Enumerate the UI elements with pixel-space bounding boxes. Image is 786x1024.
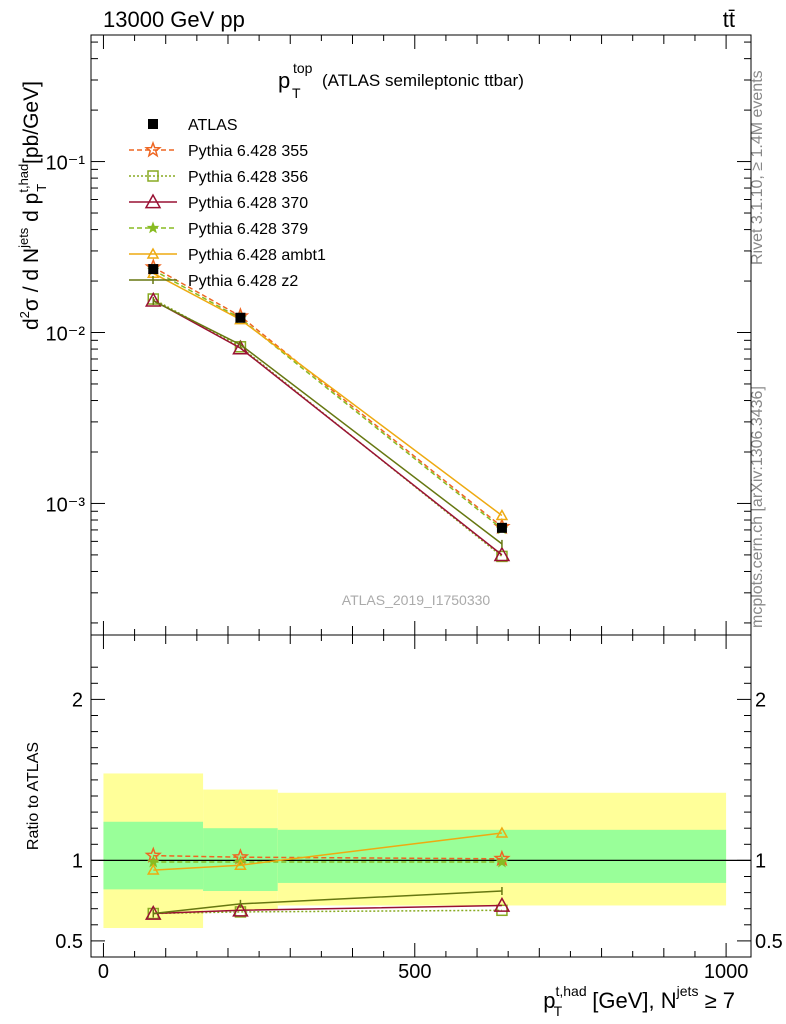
- legend-label: Pythia 6.428 356: [188, 169, 308, 186]
- legend-label: Pythia 6.428 370: [188, 195, 308, 212]
- plot-title-main: p: [278, 68, 290, 93]
- legend: ATLAS Pythia 6.428 355 Pythia 6.428 356 Pyt…: [129, 117, 326, 290]
- legend-label: Pythia 6.428 379: [188, 221, 308, 238]
- atlas-point: [496, 522, 507, 533]
- header-right: tt̄: [723, 7, 735, 32]
- main-ticks: 10⁻¹ 10⁻² 10⁻³: [46, 35, 751, 957]
- ratio-ytick-label-right: 2: [755, 689, 766, 711]
- x-ticklabel: 500: [398, 961, 431, 983]
- legend-label: ATLAS: [188, 117, 238, 134]
- mcplots-label: mcplots.cern.ch [arXiv:1306.3436]: [749, 386, 766, 628]
- ratio-line-2: [153, 904, 502, 915]
- ratio-point-4: [495, 826, 509, 838]
- legend-label: Pythia 6.428 355: [188, 143, 308, 160]
- ratio-point-2: [232, 901, 249, 917]
- legend-label: Pythia 6.428 z2: [188, 273, 298, 290]
- atlas-point: [148, 264, 159, 275]
- x-ticklabels: 0 500 1000: [98, 961, 748, 983]
- series-line-1: [152, 298, 503, 557]
- ratio-point-4: [146, 863, 160, 875]
- rivet-label: Rivet 3.1.10, ≥ 1.4M events: [749, 70, 766, 265]
- ratio-point-3: [495, 855, 509, 868]
- ratio-ylabel: Ratio to ATLAS: [25, 742, 42, 850]
- ratio-point-2: [493, 896, 511, 912]
- series-point-2: [493, 546, 511, 562]
- series-line-5: [152, 300, 503, 545]
- watermark: ATLAS_2019_I1750330: [342, 592, 491, 608]
- ratio-point-4: [234, 858, 247, 870]
- series-line-2: [152, 299, 503, 556]
- ratio-ytick-label: 2: [72, 689, 83, 711]
- main-panel: [144, 258, 511, 563]
- ratio-ytick-label: 0.5: [55, 931, 83, 953]
- legend-marker: [146, 221, 160, 234]
- legend-marker: [148, 119, 158, 129]
- legend-marker: [147, 170, 159, 182]
- ratio-uncertainty-bands: [91, 773, 751, 929]
- main-ytick-label: 10⁻³: [46, 494, 86, 516]
- x-ticklabel: 1000: [704, 961, 749, 983]
- series-line-4: [152, 272, 503, 517]
- ratio-series-layer: [144, 826, 511, 920]
- plot-title-sub: T: [292, 85, 301, 101]
- plot-title-sup: top: [293, 60, 313, 76]
- ratio-point-1: [496, 904, 508, 917]
- legend-marker: [146, 247, 160, 259]
- header-left: 13000 GeV pp: [103, 7, 245, 32]
- ratio-line-4: [153, 832, 502, 871]
- plot-title: p top T (ATLAS semileptonic ttbar): [278, 60, 524, 101]
- main-ytick-label: 10⁻²: [46, 324, 86, 346]
- ratio-ytick-label: 1: [72, 850, 83, 872]
- series-point-2: [144, 291, 162, 307]
- main-reference-layer: [148, 264, 507, 533]
- series-line-3: [152, 269, 503, 530]
- series-line-0: [152, 266, 503, 528]
- series-point-4: [495, 508, 509, 521]
- atlas-point: [235, 312, 246, 323]
- main-ylabel: d2σ / d Njets d pt,had T [pb/GeV]: [16, 81, 49, 330]
- legend-marker: [144, 193, 162, 209]
- ratio-ytick-label-right: 1: [755, 850, 766, 872]
- plot-title-rest: (ATLAS semileptonic ttbar): [322, 71, 524, 90]
- x-ticklabel: 0: [98, 961, 109, 983]
- ratio-ytick-label-right: 0.5: [755, 931, 783, 953]
- x-axis-label: pt,had T [GeV], Njets ≥ 7: [543, 983, 735, 1019]
- main-series-layer: [144, 258, 511, 563]
- legend-label: Pythia 6.428 ambt1: [188, 247, 326, 264]
- legend-marker: [144, 140, 162, 158]
- main-ytick-label: 10⁻¹: [46, 153, 86, 175]
- ratio-ticks: 2 2 1 1 0.5 0.5: [55, 666, 783, 953]
